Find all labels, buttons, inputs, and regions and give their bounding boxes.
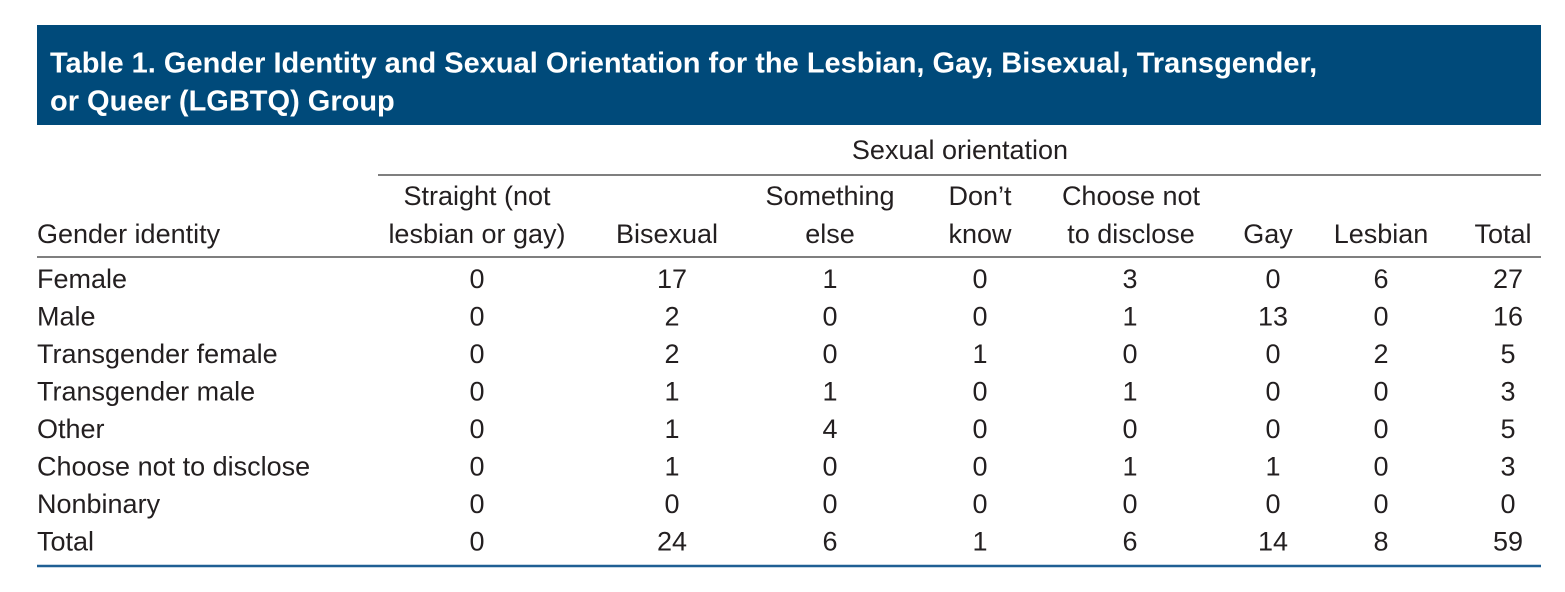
- cell: 6: [1122, 527, 1137, 557]
- cell: 0: [469, 377, 484, 407]
- cell: 0: [822, 302, 837, 332]
- cell: 0: [1373, 414, 1388, 444]
- cell: 2: [664, 302, 679, 332]
- row-label: Choose not to disclose: [37, 452, 310, 482]
- cell: 0: [1265, 339, 1280, 369]
- cell: 0: [469, 414, 484, 444]
- cell: 0: [1373, 489, 1388, 519]
- cell: 3: [1122, 264, 1137, 294]
- cell: 0: [1373, 452, 1388, 482]
- cell: 3: [1500, 452, 1515, 482]
- title-banner: [37, 25, 1541, 125]
- cell: 5: [1500, 339, 1515, 369]
- column-header: Choose not: [1062, 181, 1201, 211]
- cell: 0: [469, 452, 484, 482]
- cell: 0: [972, 489, 987, 519]
- cell: 0: [1265, 377, 1280, 407]
- row-label: Male: [37, 302, 96, 332]
- column-header: Bisexual: [616, 219, 718, 249]
- column-header: Gay: [1243, 219, 1293, 249]
- cell: 0: [469, 527, 484, 557]
- cell: 24: [657, 527, 687, 557]
- column-header: Don’t: [948, 181, 1012, 211]
- column-header: else: [805, 219, 855, 249]
- row-label: Transgender female: [37, 339, 278, 369]
- cell: 0: [972, 414, 987, 444]
- cell: 2: [664, 339, 679, 369]
- cell: 0: [822, 452, 837, 482]
- column-header: Lesbian: [1334, 219, 1429, 249]
- cell: 0: [972, 264, 987, 294]
- cell: 6: [822, 527, 837, 557]
- cell: 3: [1500, 377, 1515, 407]
- cell: 1: [664, 414, 679, 444]
- cell: 1: [822, 377, 837, 407]
- cell: 13: [1258, 302, 1288, 332]
- cell: 1: [972, 339, 987, 369]
- cell: 0: [1122, 339, 1137, 369]
- cell: 4: [822, 414, 837, 444]
- row-label: Total: [37, 527, 94, 557]
- cell: 1: [664, 377, 679, 407]
- column-header: Total: [1474, 219, 1531, 249]
- cell: 0: [1122, 489, 1137, 519]
- cell: 1: [1122, 302, 1137, 332]
- cell: 0: [1122, 414, 1137, 444]
- row-label: Nonbinary: [37, 489, 161, 519]
- cell: 1: [1122, 377, 1137, 407]
- row-label: Female: [37, 264, 127, 294]
- column-header: to disclose: [1067, 219, 1195, 249]
- cell: 0: [972, 377, 987, 407]
- cell: 0: [822, 489, 837, 519]
- cell: 2: [1373, 339, 1388, 369]
- title-line: Table 1. Gender Identity and Sexual Orie…: [50, 48, 1317, 80]
- row-header: Gender identity: [37, 219, 221, 249]
- cell: 0: [1500, 489, 1515, 519]
- cell: 17: [657, 264, 687, 294]
- cell: 1: [972, 527, 987, 557]
- cell: 1: [822, 264, 837, 294]
- cell: 0: [972, 452, 987, 482]
- cell: 0: [972, 302, 987, 332]
- cell: 1: [1122, 452, 1137, 482]
- title-line: or Queer (LGBTQ) Group: [50, 86, 395, 118]
- cell: 0: [822, 339, 837, 369]
- cell: 6: [1373, 264, 1388, 294]
- cell: 8: [1373, 527, 1388, 557]
- cell: 27: [1493, 264, 1523, 294]
- column-header: know: [948, 219, 1012, 249]
- row-label: Other: [37, 414, 105, 444]
- group-header: Sexual orientation: [852, 135, 1068, 165]
- cell: 0: [664, 489, 679, 519]
- cell: 0: [1265, 264, 1280, 294]
- cell: 14: [1258, 527, 1288, 557]
- column-header: lesbian or gay): [388, 219, 565, 249]
- cell: 0: [469, 302, 484, 332]
- cell: 0: [1373, 302, 1388, 332]
- cell: 1: [664, 452, 679, 482]
- cell: 0: [1265, 414, 1280, 444]
- cell: 16: [1493, 302, 1523, 332]
- row-label: Transgender male: [37, 377, 255, 407]
- column-header: Something: [765, 181, 894, 211]
- cell: 0: [1265, 489, 1280, 519]
- cell: 59: [1493, 527, 1523, 557]
- cell: 0: [469, 264, 484, 294]
- cell: 0: [469, 339, 484, 369]
- cell: 1: [1265, 452, 1280, 482]
- cell: 5: [1500, 414, 1515, 444]
- cell: 0: [469, 489, 484, 519]
- column-header: Straight (not: [403, 181, 551, 211]
- cell: 0: [1373, 377, 1388, 407]
